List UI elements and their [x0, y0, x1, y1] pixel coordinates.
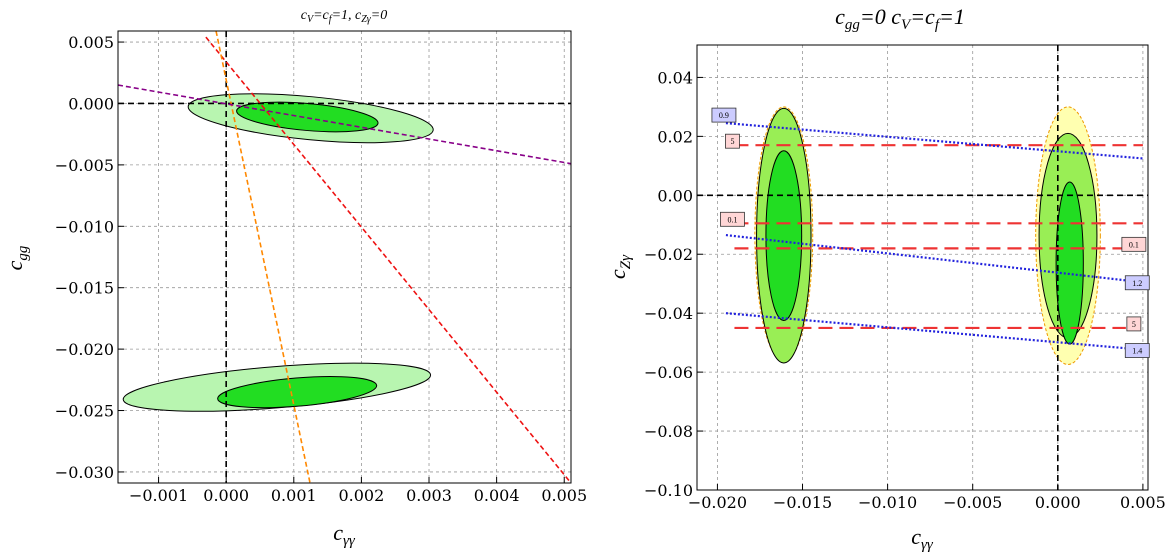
y-tick-label: −0.030 [55, 463, 114, 482]
label-text: 5 [1132, 320, 1136, 329]
right-x-axis-label: cγγ [911, 524, 934, 553]
x-tick-label: 0.004 [474, 486, 520, 505]
y-tick-label: −0.025 [55, 402, 114, 421]
label-text: 1.2 [1132, 279, 1142, 288]
x-tick-label: −0.005 [943, 493, 1002, 512]
y-tick-label: −0.10 [644, 481, 693, 500]
left-ticks: −0.001 0.000 0.001 0.002 0.003 0.004 0.005 0.00… [55, 33, 587, 505]
line-value-label: 0.9 [711, 107, 737, 123]
constraint-line-orange [215, 31, 311, 483]
x-tick-label: −0.001 [129, 486, 188, 505]
label-box [1124, 275, 1150, 291]
label-text: 1.4 [1132, 347, 1142, 356]
x-tick-label: −0.015 [773, 493, 832, 512]
confidence-region-inner [1055, 181, 1084, 345]
right-ticks: −0.020 −0.015 −0.010 −0.005 0.000 0.0050.040.… [644, 68, 1165, 512]
label-text: 0.9 [719, 111, 729, 120]
x-tick-label: 0.005 [541, 486, 587, 505]
y-tick-label: −0.010 [55, 217, 114, 236]
y-tick-label: −0.04 [644, 304, 693, 323]
dotted-constraint-line [725, 312, 1130, 350]
line-value-label: 1.4 [1124, 343, 1150, 358]
label-text: 0.1 [727, 215, 737, 224]
y-tick-label: 0.04 [657, 68, 693, 87]
right-panel: −0.020 −0.015 −0.010 −0.005 0.000 0.0050.040.… [605, 4, 1165, 553]
left-chart-title: cV=cf=1, cZγ=0 [301, 8, 387, 25]
label-box [1121, 236, 1147, 252]
confidence-region-inner [217, 376, 378, 409]
label-text: 0.1 [1129, 240, 1139, 249]
x-tick-label: 0.000 [203, 486, 249, 505]
left-plot-frame [117, 30, 572, 484]
x-tick-label: 0.003 [406, 486, 452, 505]
x-tick-label: 0.002 [338, 486, 384, 505]
x-tick-label: −0.020 [688, 493, 747, 512]
label-box [1124, 343, 1150, 358]
right-confidence-regions [754, 106, 1101, 365]
label-box [711, 107, 737, 123]
label-box [1126, 316, 1142, 332]
y-tick-label: −0.020 [55, 340, 114, 359]
dotted-constraint-line [725, 121, 1143, 160]
right-plot-frame [696, 44, 1149, 491]
y-tick-label: −0.02 [644, 245, 693, 264]
line-value-label: 1.2 [1124, 275, 1150, 291]
x-tick-label: 0.005 [1120, 493, 1165, 512]
label-text: 5 [730, 137, 734, 146]
label-box [725, 133, 740, 149]
constraint-line-purple [118, 84, 571, 165]
line-value-label: 0.1 [1121, 236, 1147, 252]
left-grid [118, 31, 571, 483]
right-line-labels: 5 0.1 0.1 5 0.9 1.2 1.4 [711, 107, 1150, 358]
y-tick-label: 0.000 [68, 94, 114, 113]
y-tick-label: −0.06 [644, 363, 693, 382]
y-tick-label: 0.02 [657, 127, 693, 146]
y-tick-label: −0.005 [55, 156, 114, 175]
line-value-label: 0.1 [720, 211, 745, 227]
right-y-axis-label: cZγ [605, 254, 634, 279]
x-tick-label: −0.010 [858, 493, 917, 512]
confidence-region-inner [765, 150, 803, 322]
y-tick-label: 0.00 [657, 186, 693, 205]
left-confidence-regions [122, 93, 434, 412]
y-tick-label: 0.005 [68, 33, 114, 52]
line-value-label: 5 [725, 133, 740, 149]
left-x-axis-label: cγγ [333, 520, 356, 549]
right-constraint-lines [697, 45, 1148, 490]
right-chart-title: cgg=0 cV=cf=1 [835, 4, 965, 33]
y-tick-label: −0.015 [55, 279, 114, 298]
left-y-axis-label: cgg [2, 245, 31, 270]
x-tick-label: 0.001 [271, 486, 317, 505]
line-value-label: 5 [1126, 316, 1142, 332]
left-panel: −0.001 0.000 0.001 0.002 0.003 0.004 0.005 0.00… [2, 8, 587, 549]
left-constraint-lines [118, 31, 571, 483]
constraint-line-red [205, 36, 571, 483]
y-tick-label: −0.08 [644, 422, 693, 441]
label-box [720, 211, 745, 227]
x-tick-label: 0.000 [1035, 493, 1081, 512]
